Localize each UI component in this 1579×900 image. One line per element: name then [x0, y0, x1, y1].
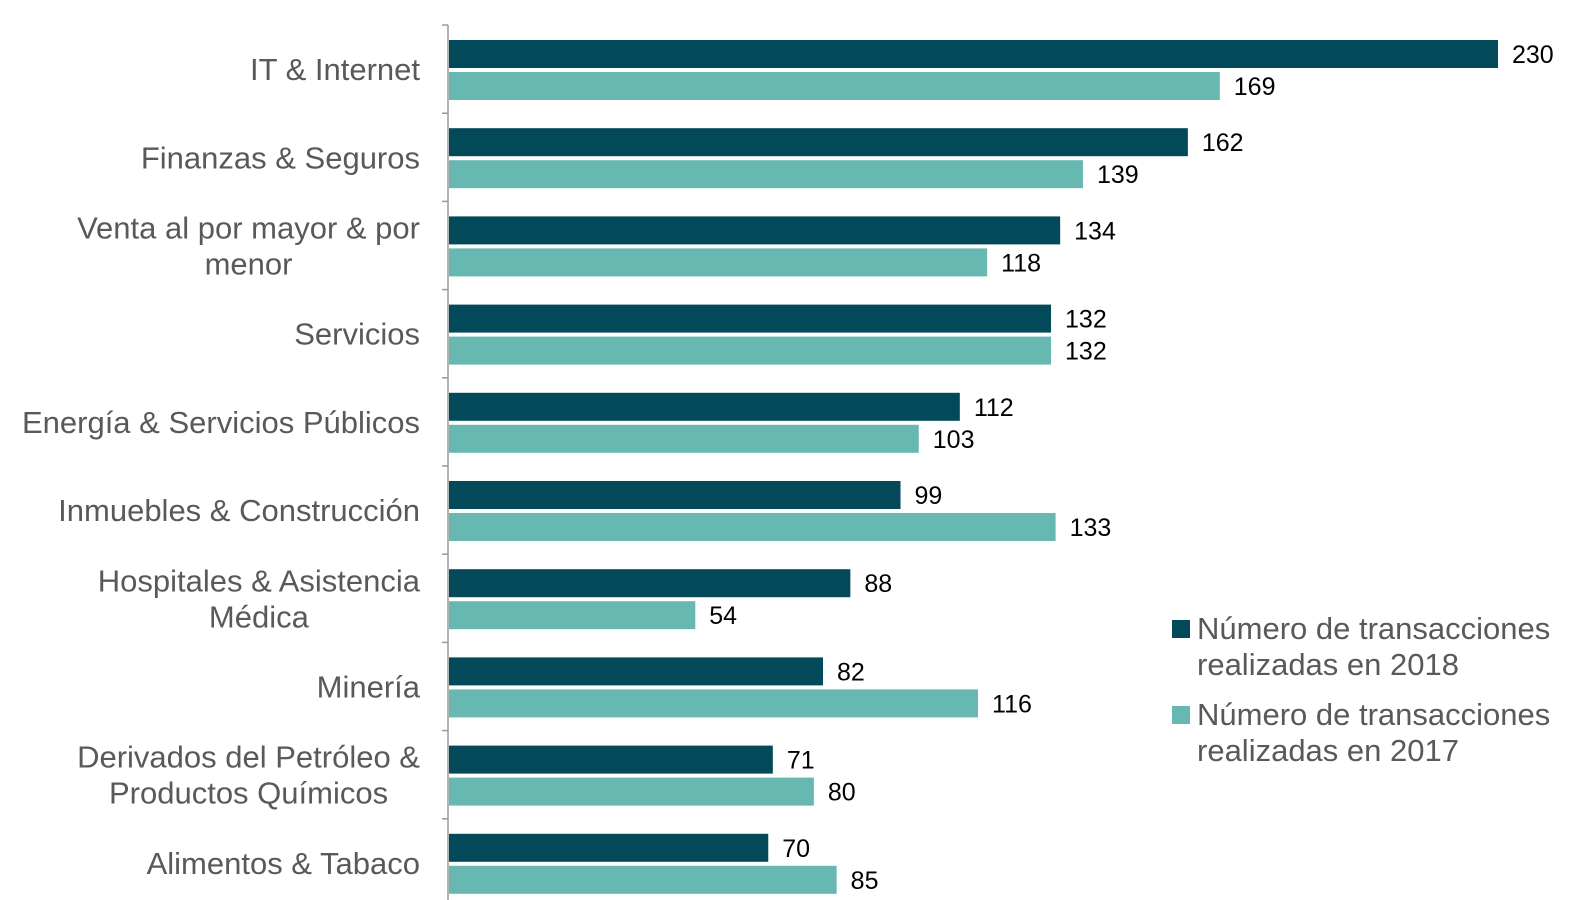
data-label: 230 — [1512, 41, 1554, 69]
data-label: 82 — [837, 658, 865, 686]
legend-swatch-2018 — [1172, 620, 1190, 638]
data-label: 116 — [992, 690, 1032, 718]
data-label: 139 — [1097, 161, 1139, 189]
category-label: Finanzas & Seguros — [141, 140, 420, 175]
legend-label-2017: Número de transacciones realizadas en 201… — [1197, 697, 1550, 768]
category-label: Hospitales & Asistencia Médica — [98, 563, 421, 634]
data-label: 132 — [1065, 306, 1107, 334]
bar-2017 — [449, 689, 979, 718]
bar-2018 — [449, 481, 901, 509]
category-label: Derivados del Petróleo & Productos Químic… — [77, 740, 420, 811]
data-label: 88 — [864, 570, 892, 598]
bar-2017 — [449, 336, 1052, 365]
bar-2018 — [449, 216, 1061, 245]
bar-2017 — [449, 601, 696, 630]
category-label: Alimentos & Tabaco — [147, 846, 420, 881]
data-label: 54 — [709, 602, 737, 630]
category-axis — [442, 24, 449, 900]
bar-2017 — [449, 865, 837, 894]
bar-2017 — [449, 248, 988, 277]
data-label: 162 — [1202, 129, 1244, 157]
data-label: 169 — [1234, 73, 1276, 101]
bar-2018 — [449, 745, 773, 774]
category-label: IT & Internet — [250, 52, 420, 87]
category-label: Minería — [317, 670, 421, 705]
data-label: 103 — [933, 426, 975, 454]
data-label: 133 — [1070, 514, 1112, 542]
bar-2017 — [449, 513, 1056, 541]
category-label: Venta al por mayor & por menor — [77, 211, 420, 282]
legend-swatch-2017 — [1172, 706, 1190, 724]
data-label: 132 — [1065, 338, 1107, 366]
bar-2018 — [449, 392, 960, 421]
data-label: 71 — [787, 747, 815, 775]
category-labels: IT & Internet Finanzas & Seguros Venta al … — [22, 52, 421, 881]
data-label: 99 — [915, 482, 943, 510]
bar-2018 — [449, 128, 1188, 157]
data-label: 85 — [851, 867, 879, 895]
bars: 230 169 162 139 134 118 132 132 112 103 99 133 88 54 8… — [449, 40, 1554, 895]
bar-2018 — [449, 569, 851, 598]
category-label: Energía & Servicios Públicos — [22, 405, 420, 440]
legend-label-2018: Número de transacciones realizadas en 201… — [1197, 611, 1550, 682]
bar-2018 — [449, 304, 1052, 333]
bar-2017 — [449, 777, 814, 806]
legend: Número de transacciones realizadas en 201… — [1172, 611, 1550, 768]
bar-2018 — [449, 40, 1498, 68]
data-label: 80 — [828, 779, 856, 807]
category-label: Servicios — [294, 317, 420, 352]
bar-2018 — [449, 657, 823, 686]
data-label: 112 — [974, 394, 1014, 422]
data-label: 118 — [1001, 249, 1041, 277]
bar-2017 — [449, 424, 919, 453]
category-label: Inmuebles & Construcción — [58, 493, 420, 528]
bar-2017 — [449, 72, 1220, 100]
bar-2018 — [449, 833, 769, 862]
data-label: 70 — [782, 835, 810, 863]
bar-2017 — [449, 160, 1083, 189]
data-label: 134 — [1074, 217, 1116, 245]
